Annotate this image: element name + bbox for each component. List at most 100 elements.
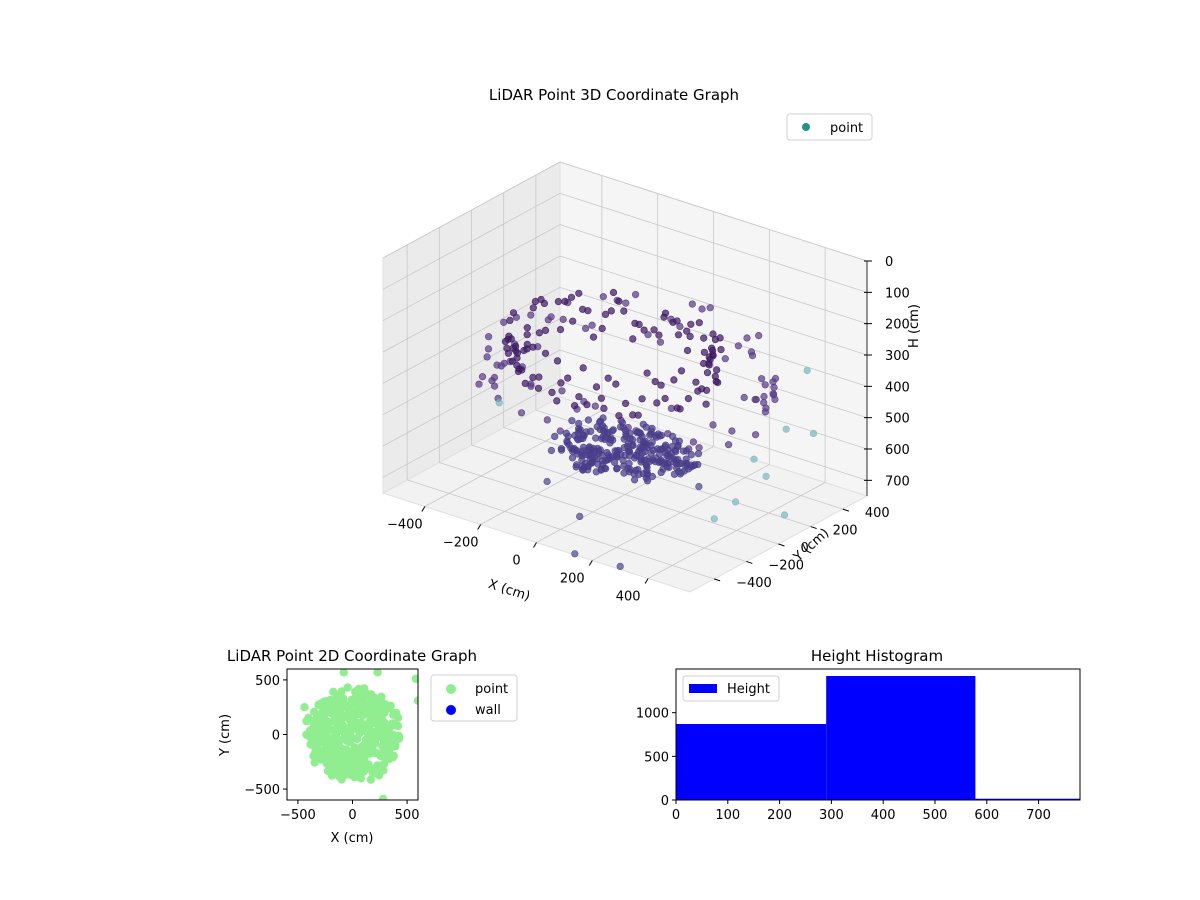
chart-3d-point (568, 454, 577, 462)
chart-3d-point (529, 373, 537, 382)
chart-2d-point (349, 763, 358, 772)
chart-2d-point (375, 701, 384, 710)
chart-3d-point (495, 399, 503, 407)
chart-3d-point (671, 437, 680, 445)
chart-3d-point (518, 366, 526, 374)
histogram-frame (675, 668, 1081, 801)
chart-3d-point (523, 331, 531, 339)
tick-label-z: 500 (885, 412, 910, 427)
chart-3d-point (575, 419, 583, 428)
chart-3d-point (596, 446, 605, 454)
tick-label-z: 700 (885, 474, 910, 489)
chart-3d-point (626, 429, 634, 438)
chart-3d-point (527, 311, 535, 319)
chart-3d-point (713, 366, 721, 374)
tick-label-x: 200 (560, 572, 585, 587)
chart-3d-point (709, 330, 717, 338)
chart-3d-legend-box (786, 113, 873, 141)
chart-3d-point (597, 394, 606, 402)
chart-3d-point (687, 320, 695, 328)
chart-3d-point (547, 446, 556, 455)
chart-3d-point (640, 326, 648, 334)
chart-3d-point (655, 331, 663, 339)
chart-3d-point (543, 416, 551, 424)
chart-2d-point (328, 766, 337, 775)
grid-z-back (559, 255, 868, 356)
chart-2d-point (368, 727, 377, 736)
chart-3d-point (557, 446, 566, 454)
chart-3d-point (803, 366, 811, 375)
chart-3d-point (544, 316, 552, 324)
chart-3d-point (509, 309, 518, 317)
grid-z-back (559, 318, 868, 419)
tick-label-y: 1000 (636, 707, 669, 722)
chart-2d-point (324, 759, 333, 769)
chart-2d-legend-marker-wall (446, 705, 456, 715)
tick-label-x: 0 (348, 808, 356, 823)
chart-3d-point (609, 453, 617, 461)
tick-label-x: 400 (616, 590, 641, 605)
chart-3d-point (596, 425, 604, 434)
chart-3d-point (751, 431, 760, 439)
chart-3d-point (636, 429, 645, 438)
tick-x (477, 524, 482, 530)
chart-3d-point (761, 381, 769, 389)
chart-3d-point (634, 411, 642, 419)
chart-3d-point (656, 446, 664, 454)
chart-2d-point (355, 753, 364, 762)
chart-3d-point (553, 397, 561, 405)
chart-3d-point (770, 383, 778, 392)
grid-z-back (559, 161, 868, 262)
tick-label-z: 0 (885, 255, 893, 270)
chart-2d-point (358, 746, 367, 755)
chart-3d-point (717, 346, 725, 354)
chart-3d-point (567, 293, 576, 301)
chart-3d-point (669, 318, 677, 326)
chart-3d-point (475, 380, 483, 388)
chart-2d-point (302, 730, 312, 739)
chart-2d-point (337, 775, 346, 784)
chart-2d-point (325, 701, 334, 710)
chart-2d-point (379, 750, 388, 759)
tick-x (644, 578, 649, 584)
grid-z-left (382, 161, 561, 259)
histogram-bar (826, 676, 976, 800)
chart-3d-point (705, 359, 713, 367)
chart-3d-point (557, 379, 565, 387)
chart-2d-point (369, 693, 378, 702)
chart-3d-point (644, 331, 652, 339)
chart-2d-point (373, 669, 382, 677)
grid-z-back (559, 224, 868, 325)
chart-2d-point (364, 761, 373, 770)
chart-2d-point (343, 683, 352, 692)
chart-3d-point (677, 468, 686, 476)
chart-3d-point (757, 375, 766, 383)
chart-3d-point (534, 384, 543, 392)
grid-z-back (559, 192, 868, 293)
chart-3d-point (643, 466, 651, 475)
chart-3d-point (631, 319, 639, 327)
chart-2d-point (353, 703, 362, 712)
chart-3d-point (769, 390, 777, 398)
chart-2d-point (393, 721, 403, 731)
chart-2d-point (380, 724, 389, 733)
tick-label-z: 600 (885, 443, 910, 458)
chart-3d-point (608, 427, 617, 435)
chart-3d-point (513, 349, 522, 357)
chart-3d-point (663, 451, 671, 460)
chart-3d-point (517, 409, 526, 417)
chart-histogram: Height Histogram 0 100 200 300 400 500 600 7000… (636, 647, 1081, 823)
chart-3d-point (541, 349, 550, 357)
chart-3d-point (673, 464, 681, 472)
chart-3d-point (687, 451, 695, 459)
chart-2d-point (340, 728, 349, 738)
tick-y (842, 508, 850, 512)
grid-y-floor (407, 479, 715, 580)
chart-3d-point (597, 435, 606, 443)
chart-3d-point (589, 333, 598, 341)
chart-3d-point (535, 329, 544, 337)
chart-2d-title: LiDAR Point 2D Coordinate Graph (227, 647, 477, 665)
chart-2d-point (323, 734, 333, 744)
chart-3d-point (653, 399, 661, 407)
chart-3d-point (511, 342, 520, 350)
